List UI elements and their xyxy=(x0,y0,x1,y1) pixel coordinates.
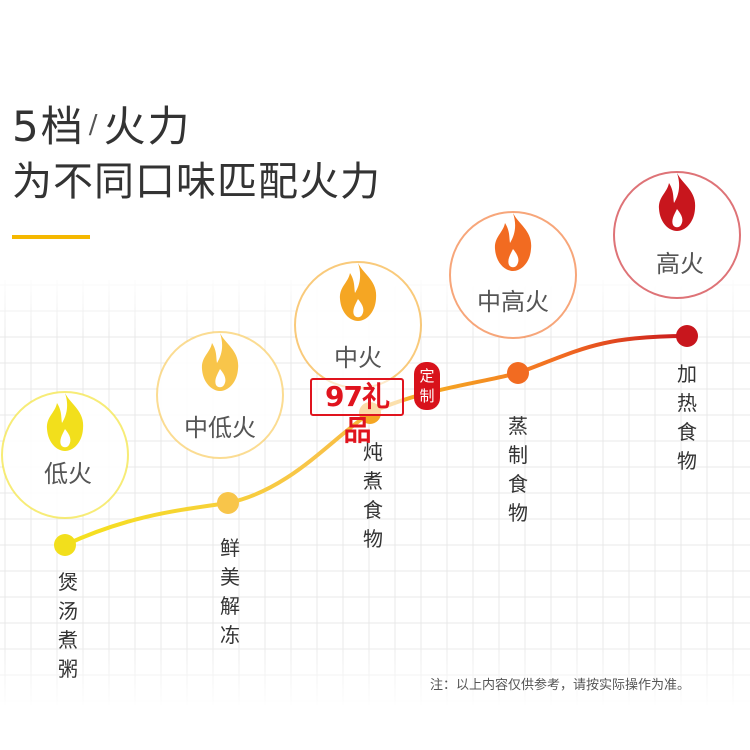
level-label-medium: 中火 xyxy=(334,344,382,372)
title-fire: 火力 xyxy=(103,102,192,151)
level-circle-low xyxy=(1,391,129,519)
flame-icon xyxy=(494,213,532,271)
level-dot-medium-low xyxy=(217,492,239,514)
level-label-medium-low: 中低火 xyxy=(184,414,256,442)
watermark-seal: 定制 xyxy=(414,362,440,410)
subtitle: 为不同口味匹配火力 xyxy=(12,159,381,205)
use-label-low: 煲汤煮粥 xyxy=(58,570,78,681)
flame-icon xyxy=(46,393,84,451)
use-label-medium: 炖煮食物 xyxy=(363,440,383,551)
flame-icon xyxy=(201,333,239,391)
level-circle-high xyxy=(613,171,741,299)
title-separator: / xyxy=(88,110,100,140)
level-label-medium-high: 中高火 xyxy=(477,288,549,316)
level-dot-high xyxy=(676,325,698,347)
level-label-high: 高火 xyxy=(656,250,704,278)
title-line1: 5档/火力 xyxy=(12,100,192,152)
disclaimer-note: 注：以上内容仅供参考，请按实际操作为准。 xyxy=(430,678,691,693)
level-dot-low xyxy=(54,534,76,556)
title-levels: 5档 xyxy=(12,102,85,151)
level-dot-medium-high xyxy=(507,362,529,384)
use-label-medium-high: 蒸制食物 xyxy=(508,414,528,525)
use-label-medium-low: 鲜美解冻 xyxy=(220,536,240,647)
flame-icon xyxy=(658,173,696,231)
accent-bar xyxy=(12,235,90,239)
level-circle-medium-low xyxy=(156,331,284,459)
watermark-logo: 97礼品 xyxy=(310,378,404,447)
level-label-low: 低火 xyxy=(44,460,92,488)
use-label-high: 加热食物 xyxy=(677,362,697,473)
level-circle-medium-high xyxy=(449,211,577,339)
flame-icon xyxy=(339,263,377,321)
